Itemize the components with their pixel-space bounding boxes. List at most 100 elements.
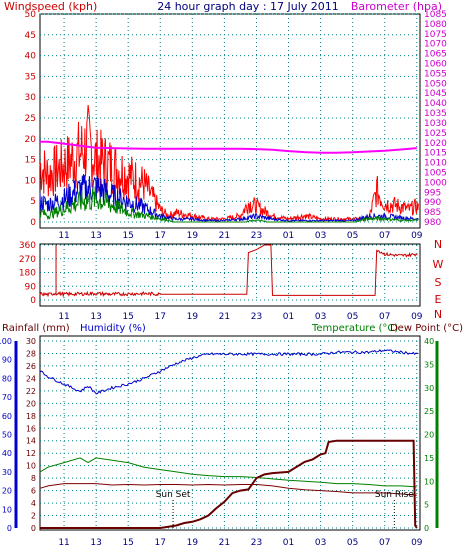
wind-tick-label: 50	[25, 10, 37, 20]
rain-tick-label: 26	[26, 362, 36, 371]
baro-tick-label: 1040	[424, 99, 447, 109]
humidity-tick-label: 10	[2, 505, 12, 514]
rain-tick-label: 22	[26, 387, 36, 396]
x-tick-label: 01	[283, 231, 294, 241]
direction-tick-label: 360	[19, 241, 36, 251]
rain-tick-label: 14	[26, 437, 36, 446]
x-tick-label: 15	[122, 312, 133, 322]
baro-tick-label: 985	[424, 208, 441, 218]
temperature-tick-label: 30	[424, 384, 434, 393]
baro-tick-label: 1065	[424, 50, 447, 60]
x-tick-label: 03	[315, 231, 326, 241]
humidity-tick-label: 50	[2, 431, 12, 440]
x-tick-label: 11	[58, 231, 69, 241]
rainfall-line	[40, 439, 418, 529]
x-tick-label: 23	[251, 231, 262, 241]
wind-tick-label: 40	[25, 52, 37, 62]
wind-average-line	[39, 174, 419, 223]
x-tick-label: 21	[219, 312, 230, 322]
baro-tick-label: 1000	[424, 178, 447, 188]
x-tick-label: 03	[315, 538, 326, 548]
x-tick-label: 17	[155, 231, 166, 241]
humidity-line	[39, 348, 419, 395]
rain-tick-label: 10	[26, 462, 36, 471]
x-tick-label: 09	[411, 312, 423, 322]
baro-tick-label: 1075	[424, 30, 447, 40]
x-tick-label: 07	[379, 231, 390, 241]
temperature-tick-label: 35	[424, 360, 434, 369]
wind-tick-label: 30	[25, 93, 37, 103]
humidity-tick-label: 20	[2, 487, 12, 496]
direction-tick-label: 0	[30, 296, 36, 306]
barometer-line	[40, 140, 417, 154]
rain-tick-label: 20	[26, 399, 36, 408]
wind-grid	[40, 13, 420, 223]
baro-tick-label: 1050	[424, 79, 447, 89]
humidity-tick-label: 80	[2, 374, 12, 383]
x-tick-label: 21	[219, 231, 230, 241]
baro-tick-label: 990	[424, 198, 441, 208]
rainfall-label: Rainfall (mm)	[2, 323, 70, 334]
lower-grid	[40, 340, 420, 529]
x-tick-label: 19	[187, 538, 199, 548]
rain-tick-label: 12	[26, 449, 36, 458]
humidity-tick-label: 90	[2, 356, 12, 365]
chart-title: 24 hour graph day : 17 July 2011	[157, 0, 339, 13]
rain-tick-label: 28	[26, 349, 36, 358]
compass-label: W	[433, 258, 444, 271]
humidity-tick-label: 100	[0, 337, 12, 346]
baro-tick-label: 1035	[424, 109, 447, 119]
compass-label: S	[435, 276, 442, 289]
wind-axes: 0510152025303540455098098599099510001005…	[25, 10, 448, 241]
wind-tick-label: 5	[30, 197, 36, 207]
x-tick-label: 09	[411, 231, 423, 241]
x-tick-label: 07	[379, 312, 390, 322]
temperature-tick-label: 40	[424, 337, 434, 346]
humidity-tick-label: 0	[7, 524, 12, 533]
x-tick-label: 03	[315, 312, 326, 322]
wind-direction-line	[39, 244, 418, 298]
x-tick-label: 13	[90, 312, 101, 322]
barometer-label: Barometer (hpa)	[351, 0, 442, 13]
humidity-tick-label: 70	[2, 393, 12, 402]
baro-tick-label: 1060	[424, 60, 447, 70]
temperature-tick-label: 5	[424, 501, 429, 510]
x-tick-label: 01	[283, 538, 294, 548]
x-tick-label: 01	[283, 312, 294, 322]
rain-tick-label: 2	[31, 512, 36, 521]
windspeed-label: Windspeed (kph)	[4, 0, 97, 13]
x-tick-label: 11	[58, 538, 69, 548]
wind-speed-line	[39, 104, 419, 222]
wind-tick-label: 45	[25, 31, 36, 41]
baro-tick-label: 1020	[424, 139, 447, 149]
x-tick-label: 15	[122, 538, 133, 548]
lower-panel-frame	[39, 335, 421, 531]
rain-tick-label: 16	[26, 424, 36, 433]
temperature-label: Temperature (°C)	[311, 323, 398, 334]
wind-panel-frame	[39, 13, 421, 229]
temperature-tick-label: 10	[424, 477, 434, 486]
baro-tick-label: 1045	[424, 89, 447, 99]
rain-tick-label: 0	[31, 524, 36, 533]
baro-tick-label: 1070	[424, 40, 447, 50]
x-tick-label: 21	[219, 538, 230, 548]
x-tick-label: 23	[251, 538, 262, 548]
wind-tick-label: 0	[30, 218, 36, 228]
direction-tick-label: 90	[25, 282, 37, 292]
temperature-tick-label: 0	[424, 524, 429, 533]
wind-tick-label: 10	[25, 176, 37, 186]
humidity-label: Humidity (%)	[80, 323, 146, 334]
direction-tick-label: 180	[19, 269, 36, 279]
temperature-tick-label: 20	[424, 431, 434, 440]
x-tick-label: 23	[251, 312, 262, 322]
x-tick-label: 17	[155, 538, 166, 548]
x-tick-label: 19	[187, 231, 199, 241]
baro-tick-label: 1055	[424, 69, 447, 79]
sun-annotation: Sun Set	[156, 490, 191, 500]
direction-marks	[39, 244, 418, 298]
lower-axes: 0102030405060708090100024681012141618202…	[0, 337, 439, 548]
rain-tick-label: 18	[26, 412, 36, 421]
baro-tick-label: 1005	[424, 168, 447, 178]
rain-tick-label: 8	[31, 474, 36, 483]
